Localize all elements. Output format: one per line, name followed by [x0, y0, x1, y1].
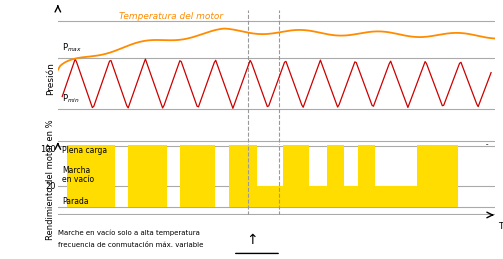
Bar — [345, 186, 358, 207]
Bar — [128, 145, 167, 207]
Bar — [375, 186, 416, 207]
Text: Plena carga: Plena carga — [62, 146, 107, 155]
Text: Marche en vacío solo a alta temperatura: Marche en vacío solo a alta temperatura — [58, 229, 200, 236]
Text: Parada: Parada — [62, 197, 89, 206]
Text: Tiempo: Tiempo — [497, 222, 503, 231]
Text: Temperatura del motor: Temperatura del motor — [119, 12, 223, 21]
Text: frecuencia de conmutación máx. variable: frecuencia de conmutación máx. variable — [58, 242, 203, 248]
Text: 20: 20 — [45, 183, 56, 191]
Text: 100: 100 — [40, 145, 56, 154]
Bar — [228, 145, 257, 207]
Text: ↑: ↑ — [245, 233, 258, 247]
Text: P$_{min}$: P$_{min}$ — [62, 92, 80, 105]
Bar — [257, 186, 283, 207]
Bar — [181, 145, 215, 207]
Y-axis label: Rendimiento del motor en %: Rendimiento del motor en % — [46, 120, 55, 240]
Bar — [358, 145, 375, 207]
Bar — [309, 186, 327, 207]
Bar — [66, 145, 115, 207]
Text: Marcha
en vacío: Marcha en vacío — [62, 166, 95, 184]
Bar — [416, 145, 458, 207]
Bar — [327, 145, 345, 207]
Text: P$_{max}$: P$_{max}$ — [62, 42, 82, 54]
Y-axis label: Presión: Presión — [46, 63, 55, 95]
Bar — [283, 145, 309, 207]
